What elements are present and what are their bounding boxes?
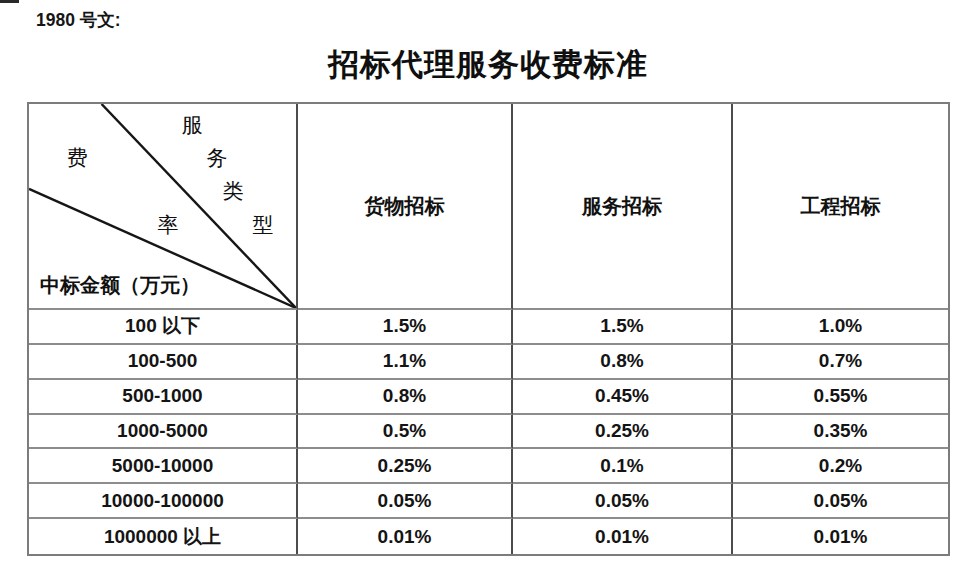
column-header-goods: 货物招标: [298, 104, 513, 310]
fee-standard-table: 服 费 务 类 率 型 中标金额（万元） 货物招标 服务招标 工程招标 100 …: [27, 102, 950, 556]
diagonal-header-cell: 服 费 务 类 率 型 中标金额（万元）: [29, 104, 298, 310]
fee-value-cell: 0.5%: [298, 415, 513, 450]
scan-artifact: [0, 0, 19, 3]
fee-value-cell: 1.5%: [298, 310, 513, 345]
fee-value-cell: 0.2%: [733, 449, 948, 484]
fee-value-cell: 0.35%: [733, 415, 948, 450]
corner-type-char: 类: [223, 177, 244, 205]
fee-value-cell: 1.5%: [513, 310, 733, 345]
fee-value-cell: 0.7%: [733, 345, 948, 380]
row-range-cell: 100 以下: [29, 310, 298, 345]
corner-type-char: 务: [207, 144, 228, 172]
fee-value-cell: 0.25%: [513, 415, 733, 450]
fee-value-cell: 1.1%: [298, 345, 513, 380]
fee-value-cell: 0.01%: [733, 519, 948, 554]
fee-value-cell: 0.05%: [513, 484, 733, 519]
corner-type-char: 型: [253, 211, 274, 239]
doc-reference-label: 1980 号文:: [36, 8, 121, 32]
row-range-cell: 1000-5000: [29, 415, 298, 450]
fee-value-cell: 0.8%: [513, 345, 733, 380]
row-range-cell: 1000000 以上: [29, 519, 298, 554]
document-page: 1980 号文: 招标代理服务收费标准 服 费 务 类 率 型 中标金额（万元）…: [0, 0, 976, 581]
corner-fee-char: 费: [67, 144, 88, 172]
column-header-service: 服务招标: [513, 104, 733, 310]
fee-value-cell: 1.0%: [733, 310, 948, 345]
corner-type-char: 服: [182, 111, 203, 139]
fee-value-cell: 0.45%: [513, 380, 733, 415]
fee-value-cell: 0.1%: [513, 449, 733, 484]
corner-fee-char: 率: [158, 211, 179, 239]
fee-value-cell: 0.8%: [298, 380, 513, 415]
fee-value-cell: 0.05%: [733, 484, 948, 519]
fee-value-cell: 0.25%: [298, 449, 513, 484]
amount-axis-label: 中标金额（万元）: [40, 272, 200, 299]
fee-value-cell: 0.55%: [733, 380, 948, 415]
row-range-cell: 100-500: [29, 345, 298, 380]
fee-value-cell: 0.01%: [298, 519, 513, 554]
row-range-cell: 5000-10000: [29, 449, 298, 484]
row-range-cell: 500-1000: [29, 380, 298, 415]
column-header-works: 工程招标: [733, 104, 948, 310]
fee-value-cell: 0.05%: [298, 484, 513, 519]
fee-value-cell: 0.01%: [513, 519, 733, 554]
row-range-cell: 10000-100000: [29, 484, 298, 519]
page-title: 招标代理服务收费标准: [0, 44, 976, 86]
